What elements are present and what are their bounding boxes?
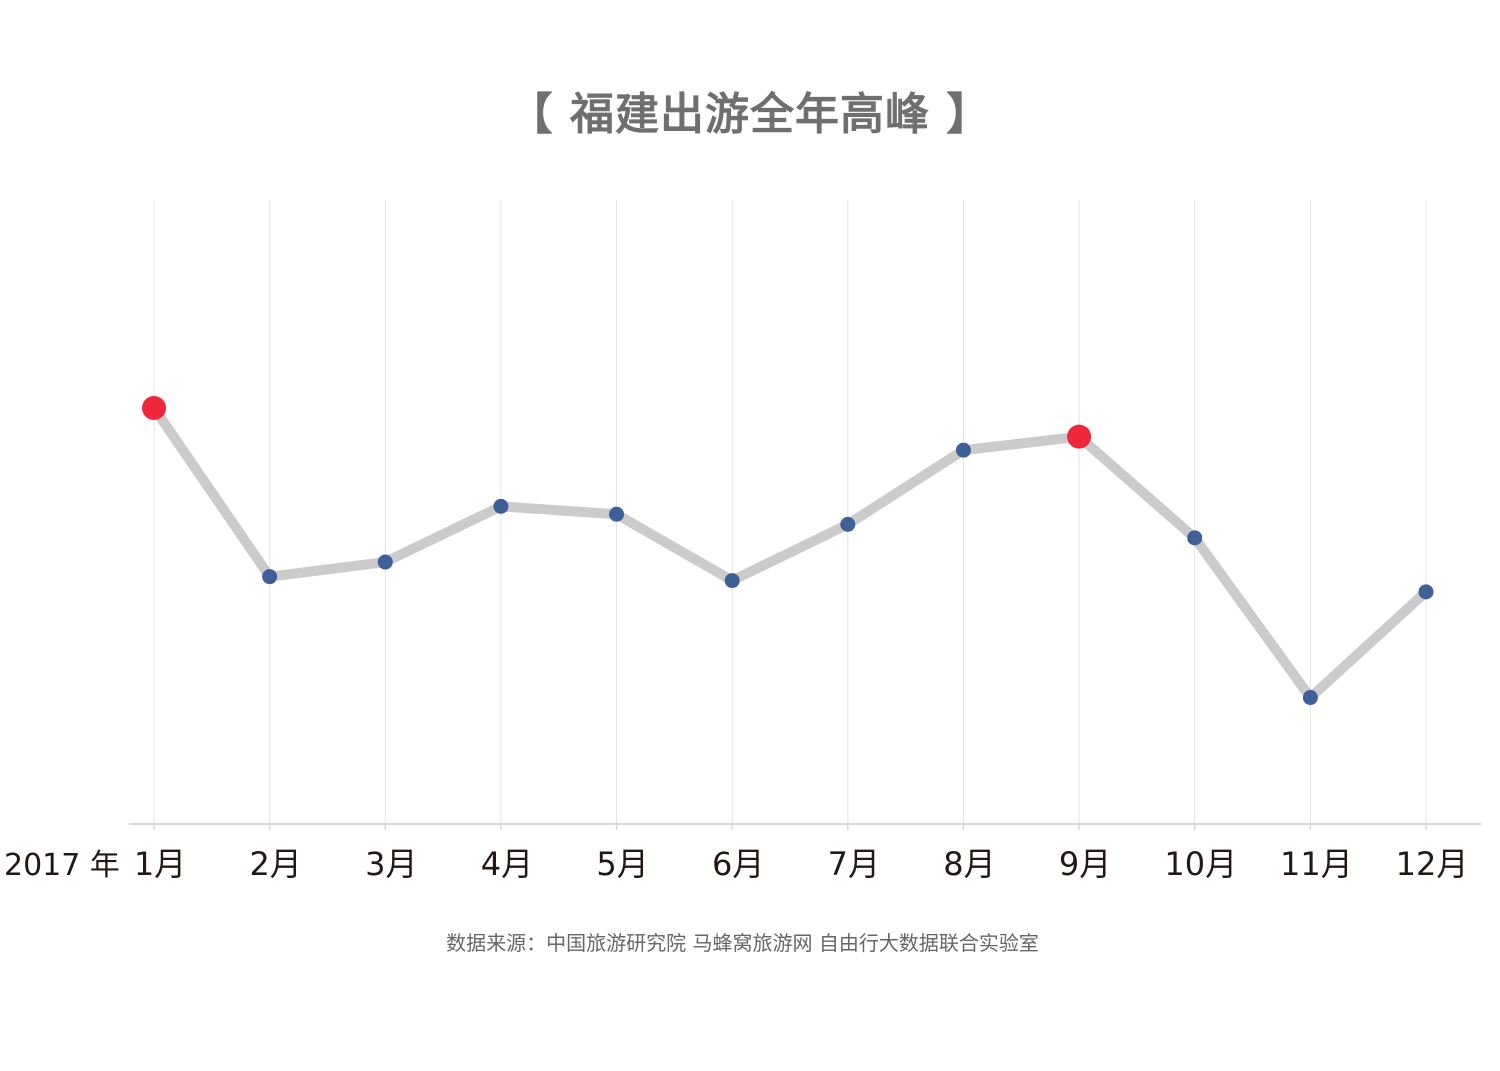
data-point-12 [1418, 584, 1434, 600]
peak-point-9 [1067, 424, 1092, 449]
data-point-7 [840, 516, 856, 532]
x-tick-label-1: 1月 [134, 845, 186, 883]
year-label: 2017 年 [4, 848, 120, 883]
grid-lines [153, 200, 1427, 830]
x-tick-label-12: 12月 [1396, 845, 1469, 883]
data-point-6 [724, 573, 740, 589]
x-tick-label-3: 3月 [365, 845, 417, 883]
data-point-10 [1187, 530, 1203, 546]
x-tick-label-4: 4月 [481, 845, 533, 883]
series-line [149, 403, 1431, 703]
data-point-3 [377, 554, 393, 570]
chart-title: 【 福建出游全年高峰 】 [508, 89, 992, 140]
x-tick-label-5: 5月 [596, 845, 648, 883]
x-tick-label-11: 11月 [1280, 845, 1353, 883]
x-tick-label-7: 7月 [828, 845, 880, 883]
x-tick-labels: 1月 2月 3月 4月 5月 6月 7月 8月 9月 10月 11月 12月 [134, 845, 1469, 883]
peak-point-1 [142, 396, 166, 420]
data-point-2 [262, 569, 278, 585]
x-tick-label-9: 9月 [1059, 845, 1111, 883]
data-points [142, 396, 1434, 706]
x-tick-label-2: 2月 [249, 845, 301, 883]
source-note: 数据来源：中国旅游研究院 马蜂窝旅游网 自由行大数据联合实验室 [446, 931, 1039, 955]
data-point-5 [609, 506, 625, 522]
data-point-11 [1302, 690, 1318, 706]
x-tick-label-6: 6月 [712, 845, 764, 883]
series-line-group [149, 403, 1431, 703]
data-point-8 [955, 442, 971, 458]
data-point-4 [493, 498, 509, 514]
x-tick-label-8: 8月 [943, 845, 995, 883]
x-tick-label-10: 10月 [1164, 845, 1237, 883]
